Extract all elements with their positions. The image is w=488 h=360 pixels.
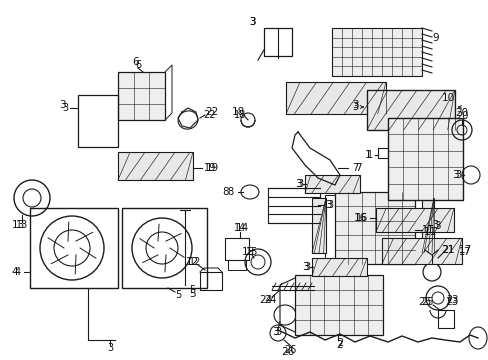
- Text: 3: 3: [304, 262, 309, 272]
- Text: 6: 6: [135, 60, 141, 70]
- Text: 23: 23: [445, 297, 458, 307]
- Bar: [437, 310, 453, 328]
- Text: 6: 6: [132, 57, 139, 67]
- Bar: [264, 28, 291, 56]
- Bar: [305, 175, 359, 193]
- Text: 9: 9: [432, 33, 438, 43]
- Text: 2: 2: [336, 340, 343, 350]
- Text: 15: 15: [245, 247, 258, 257]
- Text: 22: 22: [203, 110, 216, 120]
- Text: 3: 3: [431, 220, 437, 230]
- Text: 3: 3: [326, 200, 332, 210]
- Bar: [78, 95, 118, 147]
- Bar: [118, 152, 193, 180]
- Text: 14: 14: [235, 223, 248, 233]
- Text: 11: 11: [423, 227, 436, 237]
- Text: 10: 10: [441, 93, 454, 103]
- Bar: [334, 192, 414, 264]
- Text: 3: 3: [59, 100, 65, 110]
- Bar: [200, 272, 222, 290]
- Text: 18: 18: [231, 107, 244, 117]
- Bar: [122, 208, 206, 288]
- Text: 2: 2: [336, 338, 343, 348]
- Text: 26: 26: [283, 345, 296, 355]
- Text: 20: 20: [455, 111, 467, 121]
- Text: 4: 4: [15, 267, 21, 277]
- Text: 3: 3: [294, 179, 301, 189]
- Text: 24: 24: [259, 295, 272, 305]
- Text: 13: 13: [16, 220, 28, 230]
- Text: 5: 5: [188, 285, 195, 295]
- Text: 22: 22: [205, 107, 218, 117]
- Bar: [30, 208, 118, 288]
- Bar: [294, 275, 382, 335]
- Text: 3: 3: [324, 200, 331, 210]
- Text: 3: 3: [62, 103, 68, 113]
- Text: 23: 23: [445, 295, 457, 305]
- Text: 14: 14: [233, 223, 245, 233]
- Bar: [325, 195, 334, 263]
- Text: 3: 3: [351, 102, 357, 112]
- Bar: [375, 208, 453, 232]
- Text: 3: 3: [451, 170, 457, 180]
- Text: 17: 17: [457, 245, 470, 255]
- Text: 15: 15: [241, 247, 254, 257]
- Bar: [414, 195, 422, 263]
- Bar: [366, 90, 454, 130]
- Bar: [366, 90, 454, 130]
- Text: 11: 11: [421, 225, 433, 235]
- Text: 25: 25: [418, 297, 431, 307]
- Text: 17: 17: [458, 247, 470, 257]
- Text: 12: 12: [188, 257, 201, 267]
- Text: 20: 20: [454, 108, 468, 118]
- Bar: [311, 198, 325, 253]
- Text: 3: 3: [274, 327, 281, 337]
- Text: 24: 24: [263, 295, 276, 305]
- Text: 25: 25: [421, 297, 433, 307]
- Text: 21: 21: [441, 245, 453, 255]
- Text: 21: 21: [441, 245, 454, 255]
- Text: 3: 3: [433, 221, 439, 231]
- Text: 16: 16: [355, 213, 367, 223]
- Bar: [224, 238, 248, 260]
- Bar: [267, 188, 319, 223]
- Text: 7: 7: [351, 163, 357, 173]
- Text: 19: 19: [205, 163, 218, 173]
- Text: 16: 16: [353, 213, 366, 223]
- Text: 8: 8: [226, 187, 233, 197]
- Text: 3: 3: [271, 327, 278, 337]
- Text: 12: 12: [185, 257, 198, 267]
- Text: 4: 4: [12, 267, 18, 277]
- Bar: [285, 82, 385, 114]
- Bar: [311, 258, 366, 276]
- Text: 1: 1: [364, 150, 370, 160]
- Text: 5: 5: [188, 289, 195, 299]
- Bar: [381, 238, 461, 264]
- Text: 3: 3: [107, 343, 113, 353]
- Text: 13: 13: [11, 220, 24, 230]
- Bar: [118, 72, 164, 120]
- Text: 3: 3: [301, 262, 307, 272]
- Text: 19: 19: [203, 163, 216, 173]
- Text: 3: 3: [351, 100, 358, 110]
- Text: 3: 3: [296, 179, 303, 189]
- Text: 7: 7: [354, 163, 361, 173]
- Text: 8: 8: [222, 187, 229, 197]
- Text: 3: 3: [248, 17, 255, 27]
- Text: 18: 18: [233, 110, 245, 120]
- Text: 5: 5: [175, 290, 181, 300]
- Bar: [387, 118, 462, 200]
- Text: 3: 3: [454, 170, 460, 180]
- Text: 3: 3: [248, 17, 255, 27]
- Text: 1: 1: [366, 150, 372, 160]
- Bar: [227, 260, 245, 270]
- Text: 26: 26: [281, 347, 294, 357]
- Bar: [421, 198, 433, 253]
- Bar: [331, 28, 421, 76]
